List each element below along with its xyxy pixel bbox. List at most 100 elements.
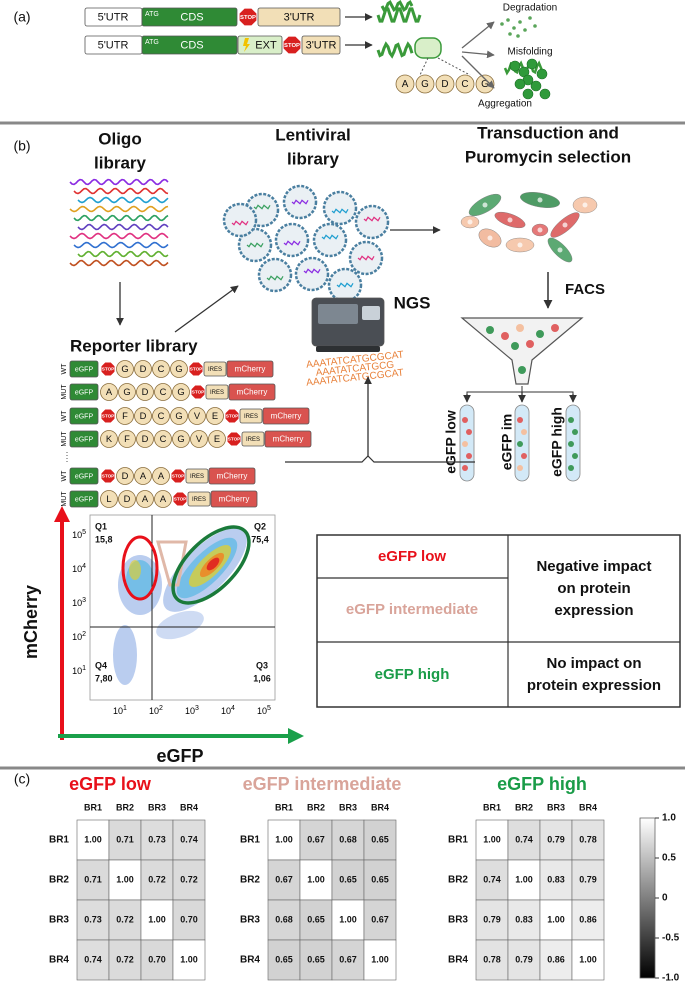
rna <box>246 242 264 248</box>
heatmap-cell <box>507 859 541 901</box>
x-tick-label: 101 <box>113 705 127 717</box>
lentivirus <box>354 204 390 240</box>
heatmap-cell <box>140 939 174 981</box>
cell-value: 1.00 <box>371 954 389 964</box>
residue <box>154 490 172 508</box>
row-label: BR3 <box>448 915 468 926</box>
utr3-box <box>301 35 341 55</box>
fragment <box>508 32 512 36</box>
residue-label: C <box>160 434 167 444</box>
column-label: BR1 <box>483 802 501 812</box>
cell-value: 1.00 <box>275 834 293 844</box>
fragment <box>528 16 532 20</box>
residue-label: D <box>140 411 147 421</box>
genotype-label: MUT <box>61 491 68 507</box>
nucleus <box>482 202 488 208</box>
heatmap-cell <box>363 819 397 861</box>
sorted-cell <box>526 340 534 348</box>
tick-base: 10 <box>221 706 231 716</box>
residue <box>395 74 415 94</box>
residue-label: C <box>158 364 165 374</box>
quadrant-value: 7,80 <box>95 673 113 683</box>
table-bin: eGFP intermediate <box>346 601 478 618</box>
tick-exponent: 4 <box>231 705 235 712</box>
residue <box>206 407 224 425</box>
y-tick-label: 104 <box>72 563 86 575</box>
column-label: BR3 <box>148 802 166 812</box>
quadrant-name: Q1 <box>95 521 107 531</box>
row-label: BR2 <box>240 875 260 886</box>
cell-value: 1.00 <box>116 874 134 884</box>
cell-value: 0.79 <box>579 874 597 884</box>
step-title: library <box>287 149 340 168</box>
arrowhead <box>54 506 70 522</box>
nucleus <box>507 217 513 223</box>
residue-label: A <box>158 471 165 481</box>
tube-cell <box>521 429 527 435</box>
residue <box>136 430 154 448</box>
gate-high <box>171 525 251 605</box>
ext-box <box>237 35 283 55</box>
table-effect: protein expression <box>527 677 661 694</box>
egfp-label: eGFP <box>75 473 94 480</box>
cell-value: 1.00 <box>339 914 357 924</box>
cds-box <box>141 7 238 27</box>
utr5-label: 5'UTR <box>98 39 129 51</box>
row-label: BR1 <box>448 835 468 846</box>
egfp-box <box>69 360 99 378</box>
x-tick-label: 105 <box>257 705 271 717</box>
tube-cell <box>462 465 468 471</box>
residue <box>136 490 154 508</box>
cell-value: 1.00 <box>148 914 166 924</box>
lentivirus <box>257 257 293 293</box>
heatmap-cell <box>140 859 174 901</box>
residue-label: G <box>121 364 128 374</box>
egfp-box <box>69 383 99 401</box>
outcome-label: Degradation <box>503 3 557 14</box>
panel-label: (b) <box>13 138 30 154</box>
residue-label: A <box>106 387 113 397</box>
oligo <box>77 223 169 231</box>
genotype-label: WT <box>61 470 68 482</box>
residue-label: C <box>461 79 468 90</box>
mcherry-label: mCherry <box>271 412 302 421</box>
cell-value: 0.79 <box>547 834 565 844</box>
density <box>113 625 137 685</box>
quadrant-name: Q4 <box>95 660 107 670</box>
mcherry-box <box>264 430 312 448</box>
heatmap-cell <box>475 899 509 941</box>
ires-box <box>203 361 227 377</box>
column-label: BR3 <box>339 802 357 812</box>
extension-blob <box>414 37 442 59</box>
column-label: BR4 <box>180 802 198 812</box>
tick-exponent: 1 <box>82 665 86 672</box>
arrowhead <box>288 728 304 744</box>
residue-label: D <box>140 364 147 374</box>
residue <box>100 430 118 448</box>
tick-base: 10 <box>257 706 267 716</box>
nucleus <box>562 222 568 228</box>
stop-sign <box>188 361 204 377</box>
heatmap-cell <box>108 819 142 861</box>
gate-intermediate <box>156 540 188 587</box>
cell-value: 0.73 <box>148 834 166 844</box>
lentivirus <box>282 184 318 220</box>
colorbar-label: -0.5 <box>662 933 680 944</box>
mcherry-label: mCherry <box>217 472 248 481</box>
ires-label: IRES <box>244 414 258 420</box>
residue-label: E <box>214 434 220 444</box>
residue-label: D <box>142 434 149 444</box>
cell-value: 0.70 <box>148 954 166 964</box>
x-axis-label: eGFP <box>156 746 203 766</box>
bolt-icon <box>243 38 250 52</box>
fragment <box>512 26 516 30</box>
heatmap-cell <box>299 859 333 901</box>
ext-label: EXT <box>255 39 277 51</box>
lentivirus <box>294 256 330 292</box>
residue <box>154 430 172 448</box>
row-label: BR2 <box>448 875 468 886</box>
rna <box>363 216 381 222</box>
residue-label: G <box>481 79 489 90</box>
